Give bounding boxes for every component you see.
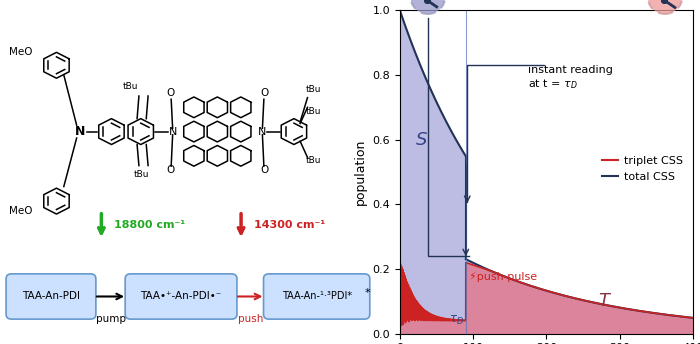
Text: TAA-An-PDI: TAA-An-PDI xyxy=(22,291,80,301)
Text: ⚡push pulse: ⚡push pulse xyxy=(470,272,538,282)
Text: 18800 cm⁻¹: 18800 cm⁻¹ xyxy=(114,221,186,230)
Text: S: S xyxy=(416,131,427,149)
FancyBboxPatch shape xyxy=(263,274,370,319)
Text: MeO: MeO xyxy=(9,47,32,57)
Circle shape xyxy=(410,0,445,14)
Text: O: O xyxy=(261,165,269,175)
Text: push: push xyxy=(237,314,263,324)
Text: N: N xyxy=(258,127,267,137)
Text: N: N xyxy=(75,125,85,138)
FancyBboxPatch shape xyxy=(125,274,237,319)
Text: O: O xyxy=(166,88,174,98)
Text: tBu: tBu xyxy=(306,85,321,94)
Text: tBu: tBu xyxy=(134,170,150,179)
Text: 14300 cm⁻¹: 14300 cm⁻¹ xyxy=(254,221,325,230)
Text: O: O xyxy=(166,165,174,175)
Y-axis label: population: population xyxy=(354,139,367,205)
Text: tBu: tBu xyxy=(123,82,139,90)
Text: *: * xyxy=(364,288,370,298)
Text: TAA•⁺-An-PDI•⁻: TAA•⁺-An-PDI•⁻ xyxy=(141,291,222,301)
Text: N: N xyxy=(169,127,177,137)
Legend: triplet CSS, total CSS: triplet CSS, total CSS xyxy=(597,152,687,186)
Text: tBu: tBu xyxy=(306,156,321,165)
Text: MeO: MeO xyxy=(9,206,32,216)
Text: instant reading
at t = $\tau_D$: instant reading at t = $\tau_D$ xyxy=(528,65,613,91)
Text: TAA-An-¹‧³PDI*: TAA-An-¹‧³PDI* xyxy=(281,291,351,301)
Text: O: O xyxy=(261,88,269,98)
FancyBboxPatch shape xyxy=(6,274,96,319)
Text: tBu: tBu xyxy=(306,107,321,116)
Circle shape xyxy=(648,0,682,14)
Text: T: T xyxy=(598,292,609,310)
Text: $\tau_D$: $\tau_D$ xyxy=(449,313,464,326)
Text: pump: pump xyxy=(95,314,125,324)
